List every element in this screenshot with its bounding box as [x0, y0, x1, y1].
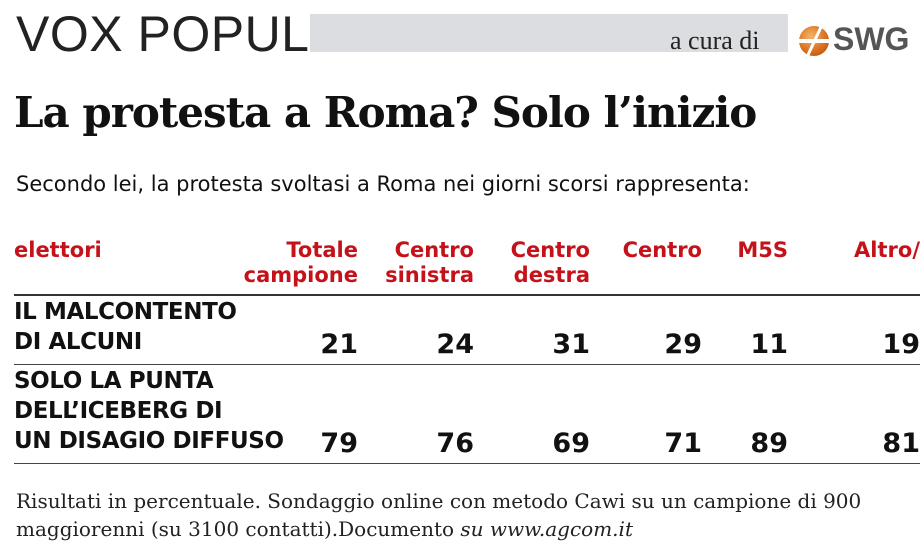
- footnote: Risultati in percentuale. Sondaggio onli…: [16, 487, 916, 543]
- logo-text: SWG: [833, 21, 910, 57]
- column-header: M5S: [737, 238, 788, 262]
- table-cell: 24: [436, 329, 474, 360]
- column-header: Centro: [622, 238, 702, 262]
- brand-title: VOX POPULI: [16, 6, 324, 62]
- column-header: Totale campione: [243, 238, 358, 287]
- table-cell: 11: [750, 329, 788, 360]
- swg-logo: SWG: [796, 21, 921, 58]
- table-cell: 76: [436, 428, 474, 459]
- row-label: SOLO LA PUNTA DELL’ICEBERG DI UN DISAGIO…: [14, 368, 284, 454]
- table-cell: 89: [750, 428, 788, 459]
- header: VOX POPULI a cura di SWG: [0, 0, 924, 70]
- footnote-text: Risultati in percentuale. Sondaggio onli…: [16, 489, 862, 541]
- table-cell: 29: [664, 329, 702, 360]
- row-header-label: elettori: [14, 238, 102, 262]
- table-cell: 31: [552, 329, 590, 360]
- table-cell: 71: [664, 428, 702, 459]
- table-header: elettori Totale campione Centro sinistra C…: [14, 236, 920, 294]
- table-cell: 19: [882, 329, 920, 360]
- table-row: IL MALCONTENTO DI ALCUNI 21 24 31 29 11 …: [14, 296, 920, 365]
- column-header: Altro/: [854, 238, 920, 262]
- question-text: Secondo lei, la protesta svoltasi a Roma…: [16, 172, 750, 196]
- header-bar: [310, 14, 788, 52]
- table-row: SOLO LA PUNTA DELL’ICEBERG DI UN DISAGIO…: [14, 365, 920, 464]
- header-rule: [14, 294, 920, 296]
- table-cell: 69: [552, 428, 590, 459]
- globe-icon: [796, 26, 832, 56]
- table-cell: 81: [882, 428, 920, 459]
- results-table: elettori Totale campione Centro sinistra C…: [14, 236, 920, 464]
- credit-text: a cura di: [670, 26, 760, 55]
- page-title: La protesta a Roma? Solo l’inizio: [14, 88, 757, 137]
- column-header: Centro destra: [510, 238, 590, 287]
- column-header: Centro sinistra: [385, 238, 474, 287]
- table-cell: 21: [320, 329, 358, 360]
- source-link: su www.agcom.it: [460, 517, 633, 541]
- row-label: IL MALCONTENTO DI ALCUNI: [14, 299, 237, 355]
- table-cell: 79: [320, 428, 358, 459]
